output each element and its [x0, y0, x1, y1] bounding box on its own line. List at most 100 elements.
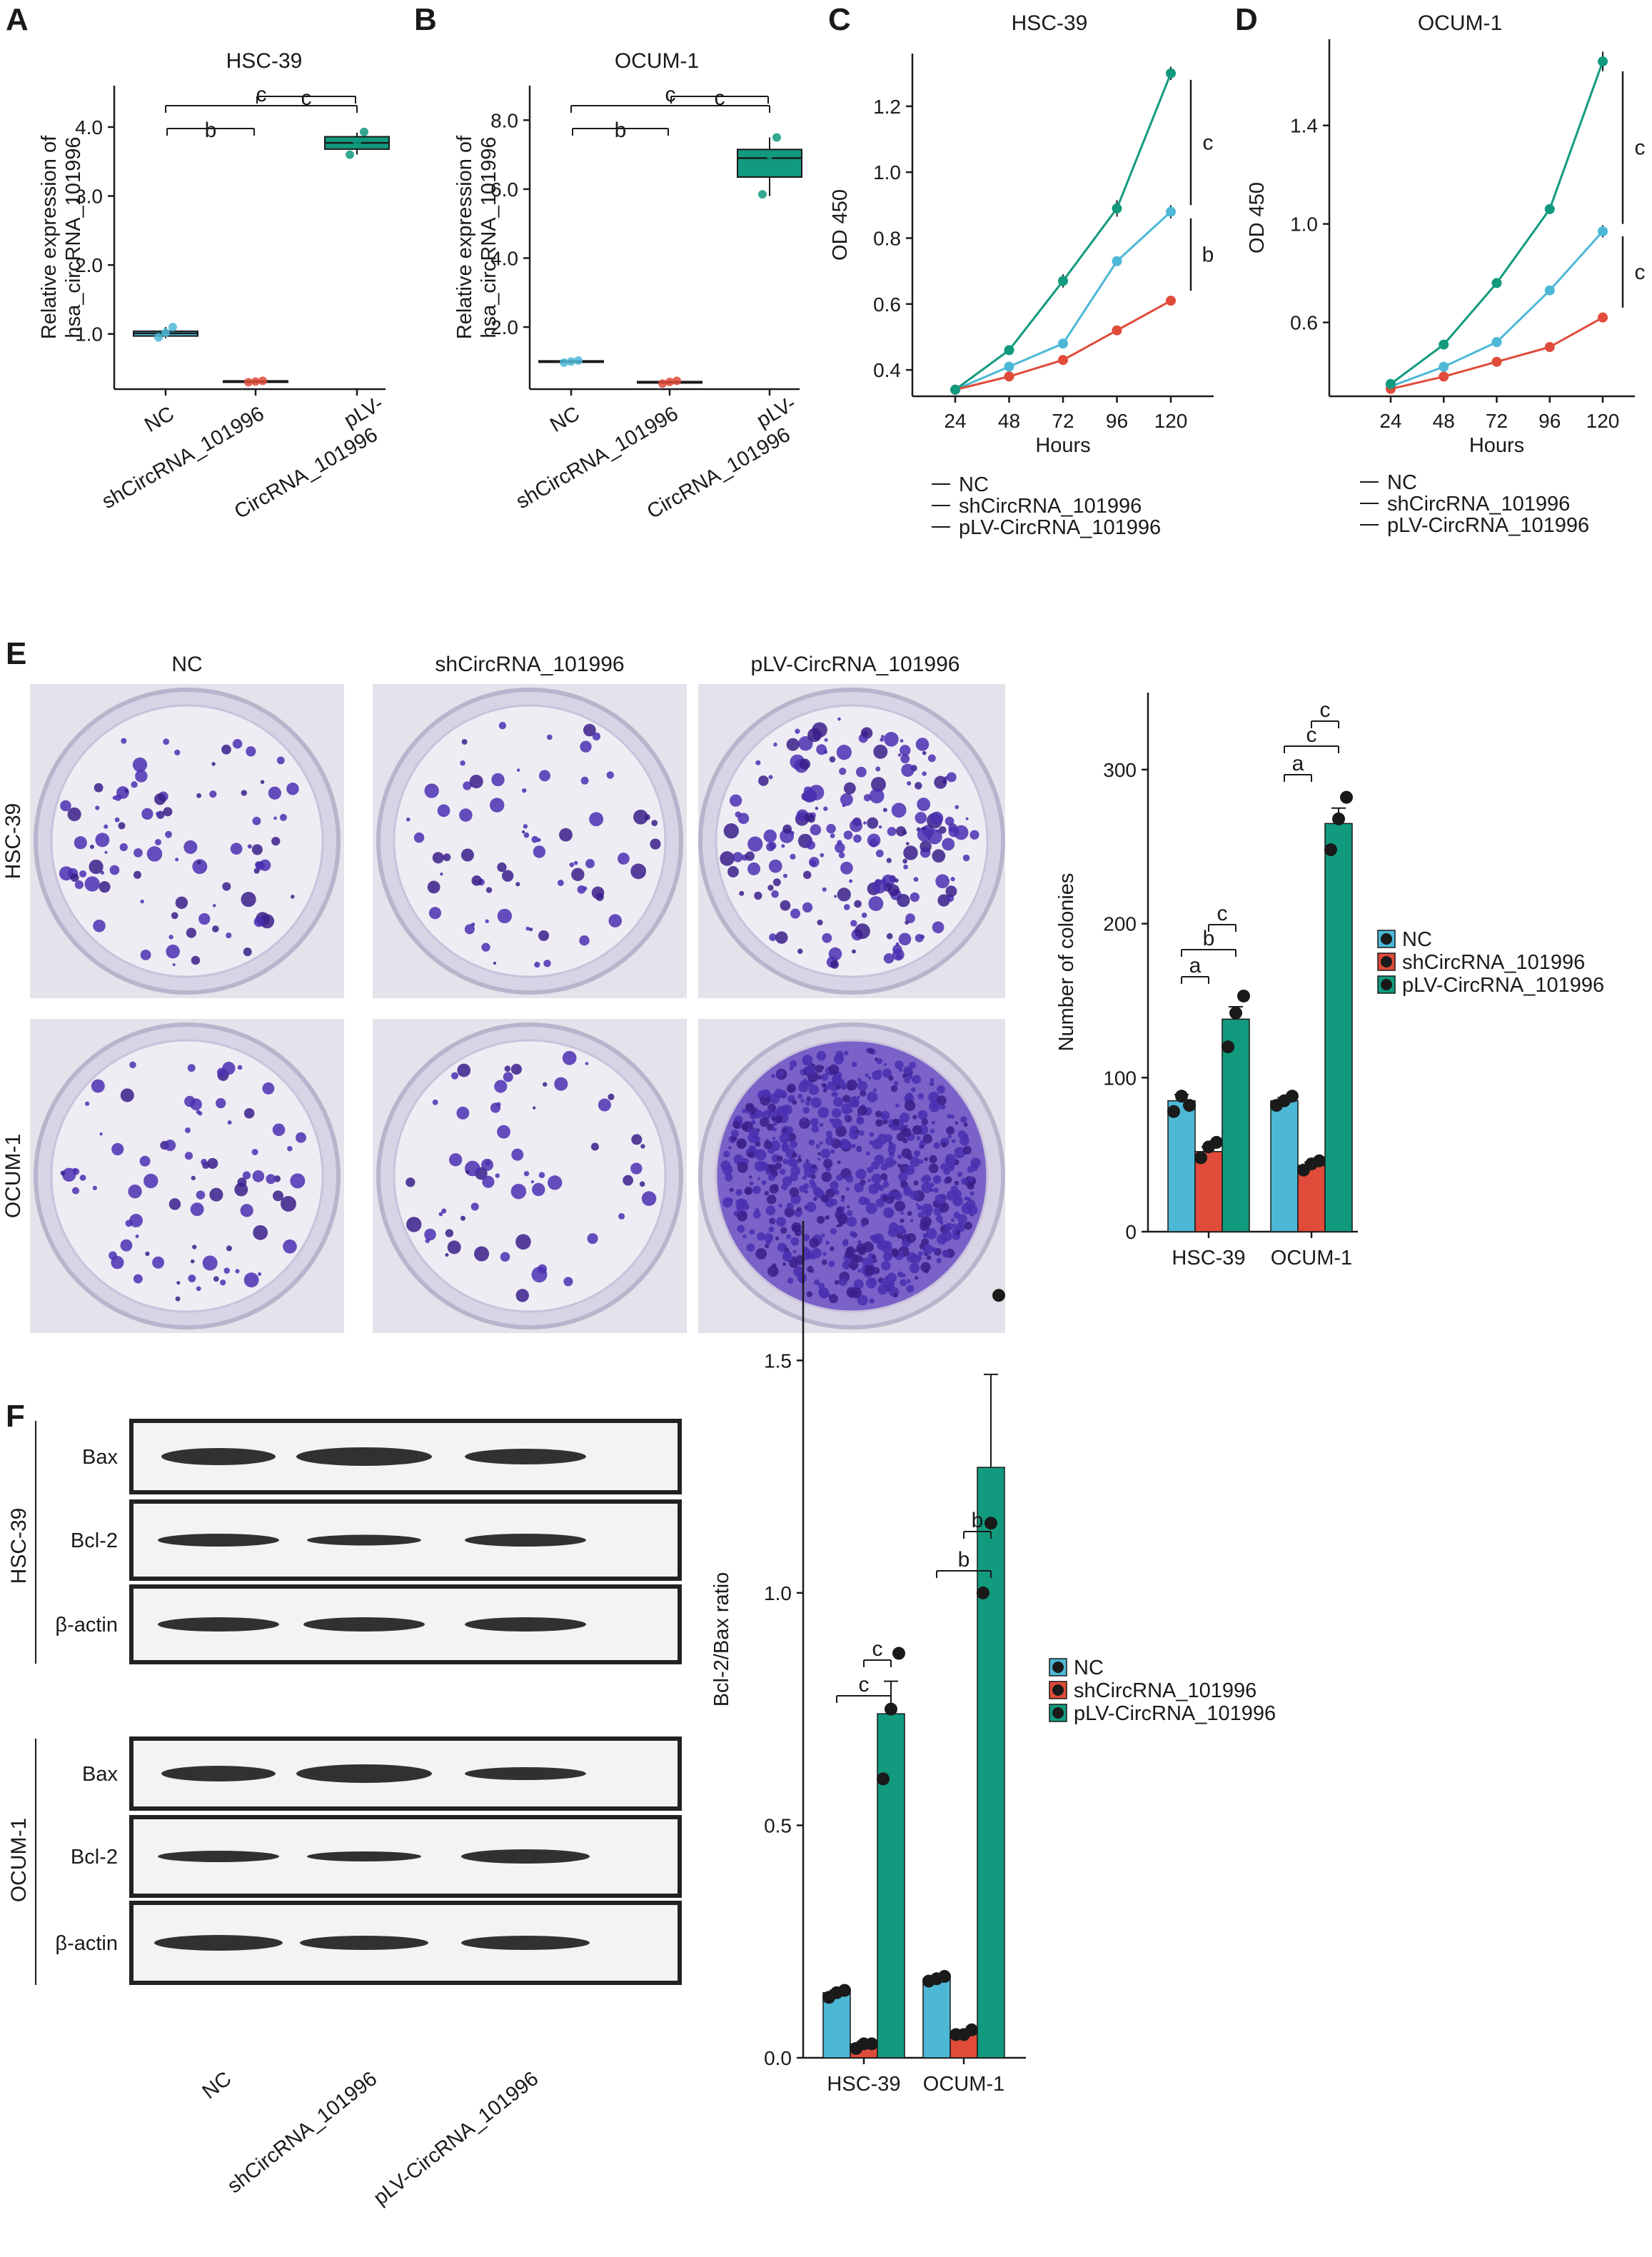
colony-dot [482, 1175, 495, 1188]
colony-dot [523, 832, 530, 838]
protein-band [465, 1617, 586, 1632]
colony-dot [746, 1243, 755, 1252]
protein-band [465, 1534, 586, 1547]
colony-dot [460, 1215, 466, 1221]
colony-dot [854, 900, 862, 908]
colony-dot [557, 880, 564, 886]
colony-dot [639, 1181, 645, 1187]
colony-dot [880, 1173, 888, 1180]
colony-dot [825, 1136, 835, 1146]
panel-c-growth-curve: HSC-39 OD 450 0.4 0.6 0.8 1.0 1.2 24 48 72 96 120 Ho… [829, 11, 1214, 539]
colony-dot [969, 830, 979, 840]
colony-dot [807, 1265, 814, 1273]
colony-dot [538, 1172, 545, 1179]
colony-dot [850, 920, 857, 927]
colony-dot [135, 770, 148, 783]
colony-dot [585, 859, 595, 868]
colony-dot [424, 1228, 436, 1241]
colony-dot [867, 1047, 874, 1054]
colony-dot [221, 744, 231, 755]
colony-dot [825, 1130, 832, 1137]
colony-dot [907, 1210, 912, 1216]
colony-dot [865, 1073, 869, 1077]
colony-dot [831, 1091, 837, 1097]
colony-dot [917, 1205, 922, 1210]
colony-dot [843, 782, 856, 795]
colony-dot [933, 1142, 940, 1149]
colony-dot [747, 862, 761, 875]
data-point [346, 150, 354, 159]
colony-dot [141, 808, 153, 820]
colony-dot [441, 1208, 447, 1214]
colony-dot [763, 1140, 772, 1150]
data-point [360, 127, 368, 136]
colony-dot [892, 1118, 900, 1127]
colony-dot [802, 870, 812, 880]
colony-dot [882, 1195, 889, 1202]
colony-dot [830, 1198, 838, 1206]
legend-label: NC [959, 473, 989, 496]
colony-dot [871, 1161, 880, 1170]
colony-dot [720, 1160, 731, 1171]
colony-dot [918, 1251, 923, 1257]
panel-a-boxplot: HSC-39 Relative expression ofhsa_circRNA_… [38, 49, 390, 523]
colony-dot [590, 1142, 600, 1151]
colony-dot [939, 1220, 944, 1225]
colony-dot [273, 816, 277, 820]
colony-dot [577, 885, 586, 894]
colony-dot [844, 1050, 849, 1056]
colony-dot [587, 1233, 598, 1245]
colony-dot [917, 1110, 928, 1120]
colony-dot [903, 1185, 911, 1193]
colony-dot [935, 1194, 946, 1205]
colony-dot [749, 1181, 754, 1186]
colony-dot [870, 777, 886, 793]
colony-dot [876, 1057, 883, 1065]
colony-dot [786, 1126, 794, 1134]
colony-dot [938, 826, 947, 834]
colony-dot [867, 1178, 872, 1182]
protein-band [307, 1534, 421, 1546]
y-axis-title-line: Relative expression of [38, 135, 61, 339]
colony-dot [855, 1129, 860, 1134]
colony-dot [903, 1066, 913, 1076]
colony-dot [826, 823, 836, 834]
y-tick-label: 2.0 [75, 254, 103, 276]
colony-dot [174, 749, 181, 755]
colony-dot [929, 1100, 941, 1112]
colony-dot [813, 1279, 820, 1285]
colony-dot [755, 1141, 761, 1147]
protein-label: Bcl-2 [71, 1846, 118, 1869]
colony-dot [515, 1289, 529, 1302]
colony-dot [500, 1252, 510, 1262]
colony-dot [830, 960, 840, 969]
data-point [665, 377, 674, 386]
significance-label: c [1635, 136, 1646, 160]
data-point [877, 1772, 890, 1786]
colony-dot [811, 1248, 822, 1259]
x-axis-title: Hours [1469, 434, 1524, 457]
data-point [984, 1517, 997, 1530]
colony-dot [463, 781, 472, 790]
colony-dot [775, 931, 788, 944]
colony-dot [79, 1175, 86, 1181]
colony-dot [855, 766, 867, 778]
colony-dot [490, 798, 505, 813]
colony-dot [782, 1138, 788, 1145]
colony-dot [202, 1255, 218, 1271]
colony-dot [243, 947, 252, 957]
protein-label: Bax [82, 1763, 118, 1786]
significance-label: c [1217, 902, 1228, 925]
colony-dot [99, 881, 111, 893]
colony-dot [413, 832, 425, 843]
y-axis-title: OD 450 [829, 189, 852, 261]
colony-dot [223, 1267, 230, 1274]
colony-dot [104, 850, 108, 854]
x-tick-label: OCUM-1 [1271, 1247, 1352, 1270]
colony-dot [839, 768, 847, 775]
data-point [1598, 226, 1608, 236]
x-tick-label-line: CircRNA_101996 [643, 423, 794, 524]
colony-dot [945, 1176, 952, 1184]
colony-dot [802, 1175, 807, 1180]
colony-dot [782, 873, 788, 878]
